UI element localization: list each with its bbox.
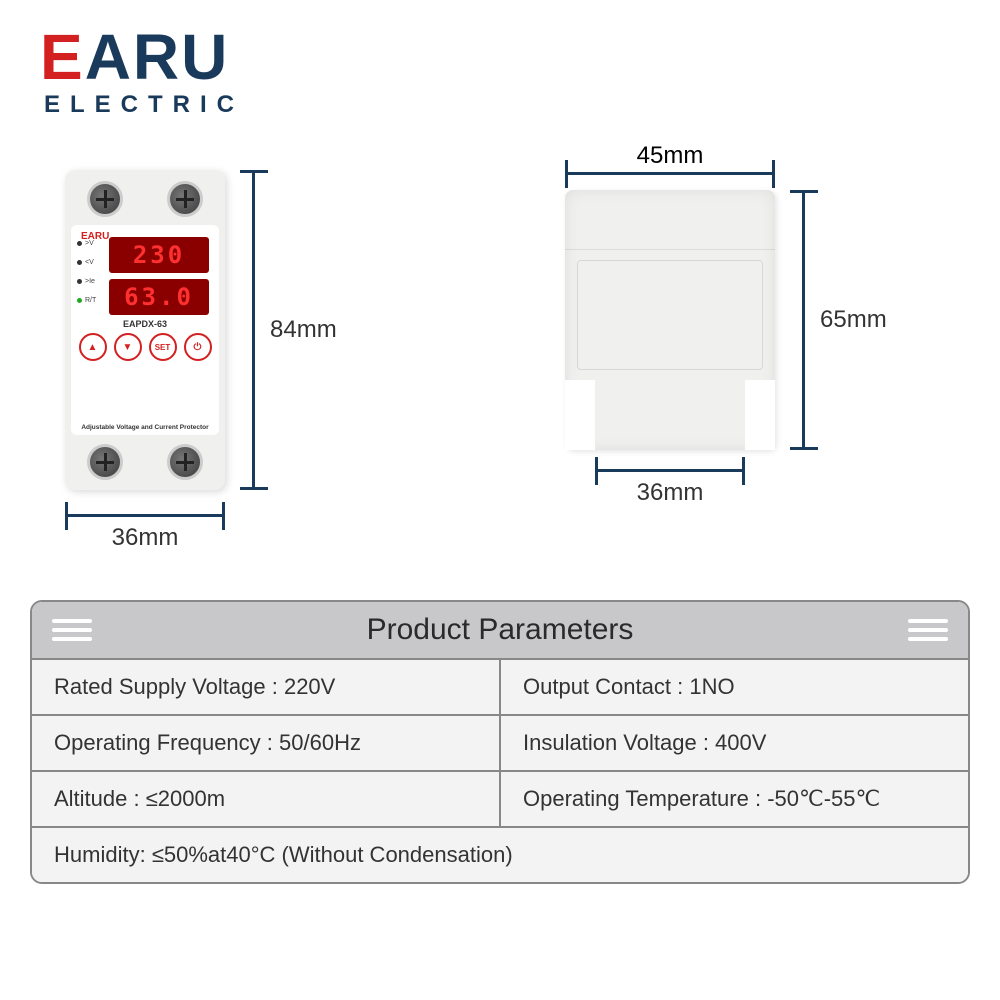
led-label: >V xyxy=(85,240,94,247)
dim-front-height: 84mm xyxy=(240,170,300,490)
dim-front-width: 36mm xyxy=(65,500,225,550)
dim-label: 65mm xyxy=(820,306,887,334)
table-row: Rated Supply Voltage : 220V Output Conta… xyxy=(32,658,968,714)
side-body xyxy=(565,190,775,450)
dim-label: 36mm xyxy=(112,524,179,552)
param-cell: Humidity: ≤50%at40°C (Without Condensati… xyxy=(32,828,968,882)
screw-icon xyxy=(167,444,203,480)
top-terminals xyxy=(65,176,225,221)
led-rt: R/T xyxy=(77,297,107,304)
table-title: Product Parameters xyxy=(367,613,634,647)
logo-rest: ARU xyxy=(85,21,230,93)
param-cell: Altitude : ≤2000m xyxy=(32,772,499,826)
led-label: >Ie xyxy=(85,278,95,285)
hamburger-icon xyxy=(908,614,948,646)
screw-icon xyxy=(87,444,123,480)
power-button: ⏻ xyxy=(184,333,212,361)
param-cell: Rated Supply Voltage : 220V xyxy=(32,660,499,714)
up-button: ▲ xyxy=(79,333,107,361)
param-cell: Output Contact : 1NO xyxy=(499,660,968,714)
device-side-view xyxy=(530,190,810,470)
control-buttons: ▲ ▼ SET ⏻ xyxy=(75,333,215,361)
logo-sub: ELECTRIC xyxy=(44,91,244,119)
param-cell: Operating Temperature : -50℃-55℃ xyxy=(499,772,968,826)
dim-label: 36mm xyxy=(637,479,704,507)
led-label: R/T xyxy=(85,297,96,304)
hamburger-icon xyxy=(52,614,92,646)
down-button: ▼ xyxy=(114,333,142,361)
voltage-display: 230 xyxy=(109,237,209,273)
table-header: Product Parameters xyxy=(32,602,968,658)
table-body: Rated Supply Voltage : 220V Output Conta… xyxy=(32,658,968,882)
dim-label: 45mm xyxy=(637,142,704,170)
screw-icon xyxy=(167,181,203,217)
model-label: EAPDX-63 xyxy=(71,319,219,329)
led-under-v: <V xyxy=(77,259,107,266)
logo-main: EARU xyxy=(40,25,244,89)
parameters-table: Product Parameters Rated Supply Voltage … xyxy=(30,600,970,884)
screw-icon xyxy=(87,181,123,217)
table-row: Operating Frequency : 50/60Hz Insulation… xyxy=(32,714,968,770)
logo-e: E xyxy=(40,25,85,89)
panel-description: Adjustable Voltage and Current Protector xyxy=(71,424,219,431)
current-display: 63.0 xyxy=(109,279,209,315)
set-button: SET xyxy=(149,333,177,361)
brand-logo: EARU ELECTRIC xyxy=(40,25,244,119)
param-cell: Operating Frequency : 50/60Hz xyxy=(32,716,499,770)
dim-label: 84mm xyxy=(270,316,337,344)
table-row: Humidity: ≤50%at40°C (Without Condensati… xyxy=(32,826,968,882)
device-front-view: EARU >V <V >Ie R/T 230 63.0 EAPDX-63 ▲ ▼… xyxy=(65,170,225,490)
diagram-area: EARU >V <V >Ie R/T 230 63.0 EAPDX-63 ▲ ▼… xyxy=(0,160,1000,580)
front-panel: EARU >V <V >Ie R/T 230 63.0 EAPDX-63 ▲ ▼… xyxy=(71,225,219,435)
table-row: Altitude : ≤2000m Operating Temperature … xyxy=(32,770,968,826)
led-over-v: >V xyxy=(77,240,107,247)
param-cell: Insulation Voltage : 400V xyxy=(499,716,968,770)
dim-side-height: 65mm xyxy=(790,190,870,450)
led-over-i: >Ie xyxy=(77,278,107,285)
bottom-terminals xyxy=(65,439,225,484)
led-label: <V xyxy=(85,259,94,266)
led-indicators: >V <V >Ie R/T xyxy=(73,239,107,304)
